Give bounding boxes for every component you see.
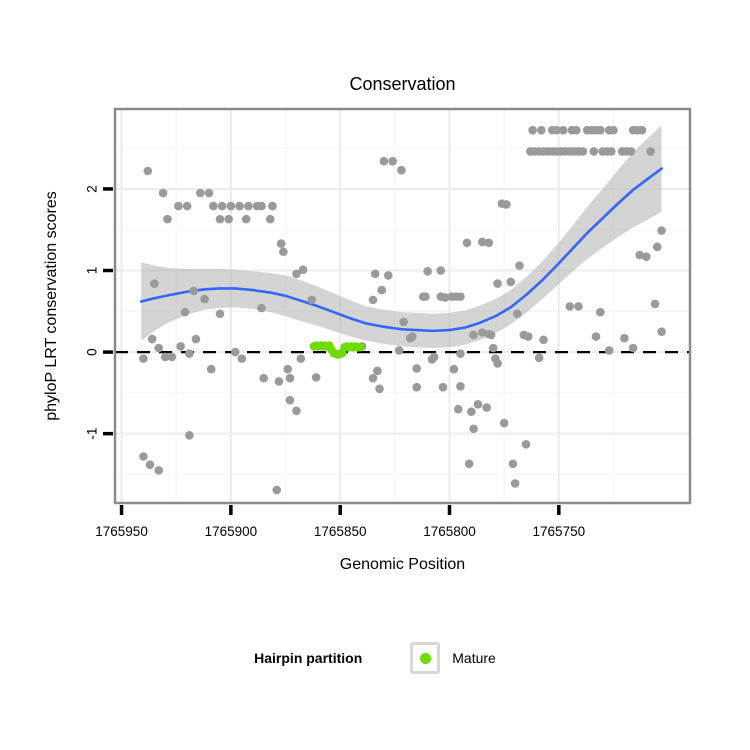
chart-title: Conservation [349,74,456,94]
svg-text:2: 2 [85,185,100,193]
legend: Hairpin partition Mature [0,638,750,678]
svg-text:1765850: 1765850 [314,524,367,539]
panel-border [113,107,692,505]
svg-text:0: 0 [85,348,100,356]
y-axis-ticks: -1 0 1 2 [85,185,113,440]
legend-item-label: Mature [452,650,496,666]
svg-text:1765900: 1765900 [205,524,258,539]
y-axis-title: phyloP LRT conservation scores [43,191,60,421]
svg-text:1765800: 1765800 [423,524,476,539]
smooth-line [139,167,663,333]
points-Mature [309,341,365,359]
svg-text:1765950: 1765950 [95,524,148,539]
svg-text:1765750: 1765750 [533,524,586,539]
x-axis-ticks: 1765950 1765900 1765850 1765800 1765750 [95,505,585,539]
mature-point-icon [419,652,431,664]
legend-key-box [410,642,441,674]
svg-text:-1: -1 [85,428,100,440]
legend-title: Hairpin partition [254,650,363,666]
svg-text:1: 1 [85,267,100,275]
points-conservation-scores [139,125,666,495]
x-axis-title: Genomic Position [339,556,466,573]
